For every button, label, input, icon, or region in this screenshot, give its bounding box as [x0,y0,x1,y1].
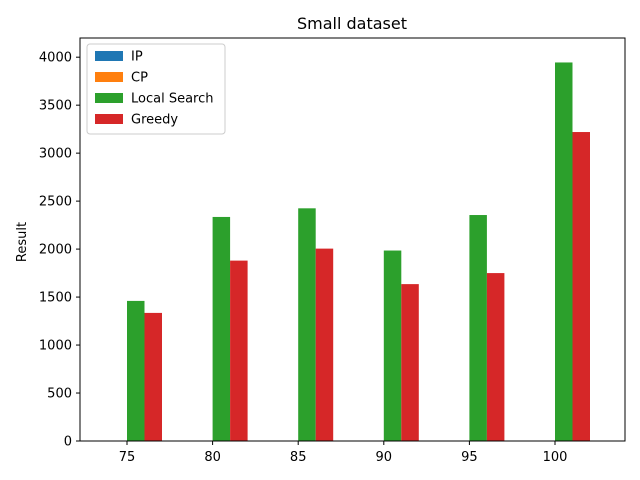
legend: IP CP Local Search Greedy [86,43,226,135]
y-axis-ticks: 0 500 1000 1500 2000 2500 3000 3500 4000 [39,51,80,450]
legend-swatch [95,93,123,103]
x-tick-label: 100 [543,450,568,465]
x-tick-label: 95 [461,450,478,465]
plot-area-frame [79,37,626,442]
y-tick-label: 3500 [39,99,72,114]
bar-greedy-95 [486,273,505,441]
legend-frame [86,43,226,135]
legend-swatch [95,114,123,124]
bar-greedy-75 [144,312,162,441]
bar-local-search-75 [127,300,145,441]
bar-greedy-100 [572,132,590,442]
legend-entry: CP [131,71,148,86]
bar-greedy-90 [401,284,419,441]
x-tick-label: 75 [119,450,136,465]
legend-swatch [95,51,123,61]
y-tick-label: 1500 [39,291,72,306]
bar-local-search-95 [469,215,487,441]
y-tick-label: 2000 [39,243,72,258]
legend-swatch [95,72,123,82]
y-axis-label: Result [15,222,30,262]
bar-local-search-80 [212,216,231,441]
legend-entry: Local Search [131,92,214,107]
bar-local-search-100 [555,62,573,441]
y-tick-label: 4000 [39,51,72,66]
legend-entry: IP [131,50,143,65]
bar-local-search-85 [298,208,316,441]
y-tick-label: 3000 [39,147,72,162]
bar-greedy-80 [230,260,248,441]
y-tick-label: 500 [47,387,72,402]
x-tick-label: 90 [376,450,393,465]
bar-greedy-85 [315,248,334,441]
bar-local-search-90 [383,250,402,441]
y-tick-label: 2500 [39,195,72,210]
legend-entry: Greedy [131,113,178,128]
bars-group [127,62,590,442]
x-tick-label: 80 [204,450,221,465]
y-tick-label: 0 [64,435,72,450]
y-tick-label: 1000 [39,339,72,354]
chart-title: Small dataset [297,14,407,33]
x-tick-label: 85 [290,450,307,465]
x-axis-ticks: 75 80 85 90 95 100 [119,441,568,465]
